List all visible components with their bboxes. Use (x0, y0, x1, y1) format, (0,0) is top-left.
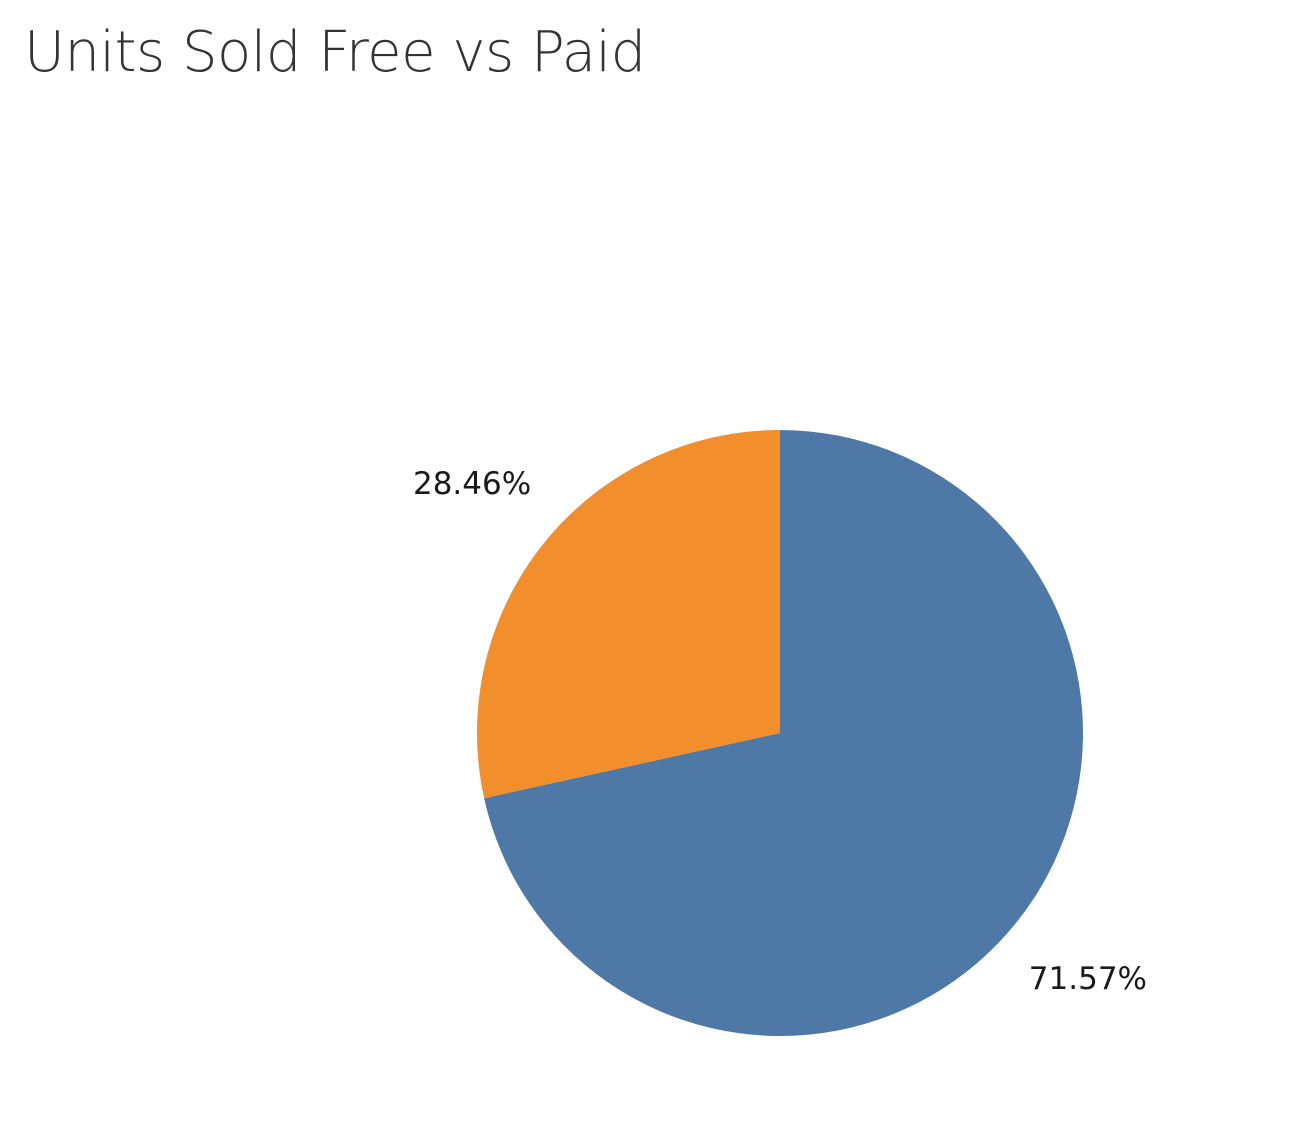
pie-slice-label-0: 71.57% (1029, 961, 1147, 997)
pie-slice-1 (477, 430, 780, 799)
pie-slices (477, 430, 1084, 1036)
pie-labels: 71.57% 28.46% (413, 466, 1147, 997)
pie-slice-label-1: 28.46% (413, 466, 531, 502)
pie-slice-0 (484, 430, 1084, 1036)
chart-title: Units Sold Free vs Paid (24, 20, 646, 85)
